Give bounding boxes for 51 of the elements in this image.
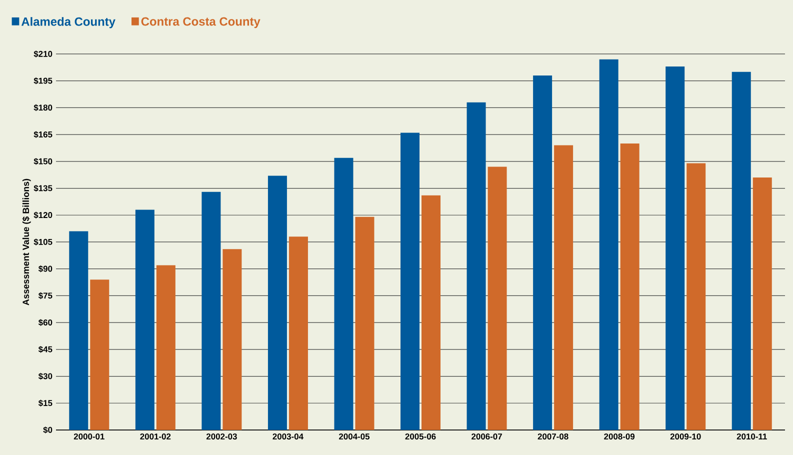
y-tick-label: $135 <box>34 184 52 192</box>
bar <box>533 75 552 430</box>
bar <box>466 102 486 430</box>
x-tick-label: 2004-05 <box>338 434 370 440</box>
y-tick-label: $60 <box>38 319 52 326</box>
y-tick-label: $195 <box>34 77 52 84</box>
y-tick-label: $15 <box>38 400 52 407</box>
bar <box>599 59 618 430</box>
y-tick-label: $150 <box>34 158 52 165</box>
x-tick-label: 2002-03 <box>206 434 237 440</box>
bar <box>554 145 574 430</box>
bar <box>355 216 374 430</box>
y-tick-label: $105 <box>34 238 52 246</box>
bar <box>334 158 354 430</box>
x-tick-label: 2008-09 <box>604 434 635 440</box>
bar <box>400 132 420 430</box>
x-tick-label: 2001-02 <box>140 434 171 440</box>
bar <box>135 210 154 430</box>
x-tick-label: 2005-06 <box>405 434 436 440</box>
y-axis-title: Assessment Value ($ Billions) <box>22 178 31 306</box>
legend-label: Alameda County <box>21 17 116 28</box>
x-tick-label: 2009-10 <box>670 434 701 440</box>
y-tick-label: $210 <box>34 50 52 58</box>
x-tick-label: 2003-04 <box>272 434 304 440</box>
y-tick-label: $75 <box>38 292 52 300</box>
y-tick-label: $30 <box>38 372 52 380</box>
y-tick-label: $45 <box>38 346 52 353</box>
bar <box>752 178 772 430</box>
bar <box>69 231 88 430</box>
bar <box>268 176 287 430</box>
y-tick-label: $90 <box>38 265 52 272</box>
y-tick-label: $120 <box>34 212 52 219</box>
bar <box>90 280 110 430</box>
bar <box>156 265 176 430</box>
bar <box>666 66 685 430</box>
y-tick-label: $165 <box>34 131 52 138</box>
x-tick-label: 2007-08 <box>538 434 568 440</box>
bar <box>422 195 441 430</box>
bar <box>686 163 706 430</box>
bar <box>620 144 640 430</box>
bar <box>732 72 751 430</box>
bar <box>202 192 221 430</box>
legend-label: Contra Costa County <box>141 17 260 28</box>
x-tick-label: 2010-11 <box>736 434 767 440</box>
bar <box>488 166 507 430</box>
bar <box>222 249 242 430</box>
y-tick-label: $0 <box>43 426 52 434</box>
bar <box>288 236 308 430</box>
y-tick-label: $180 <box>34 104 52 112</box>
x-tick-label: 2000-01 <box>74 434 104 440</box>
x-tick-label: 2006-07 <box>472 434 502 440</box>
